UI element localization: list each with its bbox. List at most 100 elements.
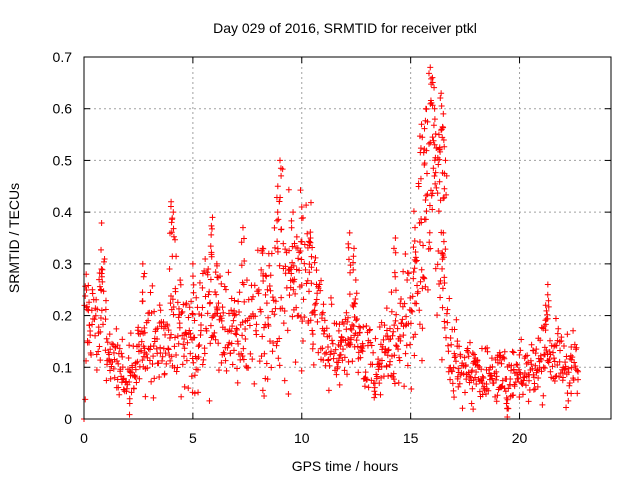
data-point [311,259,318,266]
data-point [447,335,454,342]
data-point [311,301,318,308]
data-point [203,327,210,334]
data-point [271,224,278,231]
data-point [468,400,475,407]
data-point [126,411,133,418]
data-point [565,369,572,376]
data-point [353,317,360,324]
data-point [473,368,480,375]
data-point [539,401,546,408]
data-point [224,344,231,351]
data-point [155,360,162,367]
data-point [372,335,379,342]
data-point [314,290,321,297]
data-point [353,337,360,344]
data-point [404,269,411,276]
data-point [427,64,434,71]
data-point [183,300,190,307]
data-point [96,343,103,350]
data-point [114,376,121,383]
data-point [344,314,351,321]
data-point [435,161,442,168]
data-point [133,379,140,386]
data-point [311,311,318,318]
data-point [345,336,352,343]
data-point [240,345,247,352]
data-point [429,102,436,109]
data-point [439,285,446,292]
data-point [250,293,257,300]
data-point [278,294,285,301]
data-point [410,268,417,275]
data-point [208,222,215,229]
data-point [317,287,324,294]
data-point [119,336,126,343]
data-point [130,385,137,392]
data-point [134,358,141,365]
data-point [260,272,267,279]
data-point [498,384,505,391]
data-point [169,296,176,303]
data-point [138,338,145,345]
data-point [146,346,153,353]
data-point [188,373,195,380]
x-tick-label: 20 [512,430,528,446]
data-point [160,319,167,326]
data-point [501,348,508,355]
data-point [236,309,243,316]
data-point [177,277,184,284]
data-point [157,350,164,357]
data-point [448,341,455,348]
data-point [191,390,198,397]
data-point [291,240,298,247]
data-point [97,314,104,321]
data-point [107,375,114,382]
data-point [350,323,357,330]
data-point [511,383,518,390]
data-point [385,347,392,354]
data-point [139,298,146,305]
data-point [173,368,180,375]
data-point [385,372,392,379]
data-point [221,351,228,358]
data-point [266,262,273,269]
data-point [165,345,172,352]
data-point [345,256,352,263]
data-point [505,385,512,392]
data-point [423,208,430,215]
data-point [346,291,353,298]
data-point [450,364,457,371]
y-tick-label: 0 [64,411,72,427]
data-point [168,331,175,338]
data-point [235,298,242,305]
data-point [407,341,414,348]
data-point [362,369,369,376]
data-point [417,145,424,152]
data-point [267,287,274,294]
data-point [440,238,447,245]
data-point [336,381,343,388]
data-point [286,292,293,299]
data-point [342,337,349,344]
data-point [110,365,117,372]
data-point [411,256,418,263]
data-point [304,230,311,237]
data-point [143,351,150,358]
data-point [350,259,357,266]
data-point [299,337,306,344]
data-point [424,286,431,293]
data-point [392,249,399,256]
data-point [557,347,564,354]
data-point [536,364,543,371]
data-point [326,362,333,369]
data-point [167,357,174,364]
data-point [552,315,559,322]
data-point [257,308,264,315]
data-point [255,286,262,293]
data-point [392,317,399,324]
data-point [462,389,469,396]
data-point [263,360,270,367]
data-point [106,331,113,338]
data-point [440,252,447,259]
data-point [140,273,147,280]
